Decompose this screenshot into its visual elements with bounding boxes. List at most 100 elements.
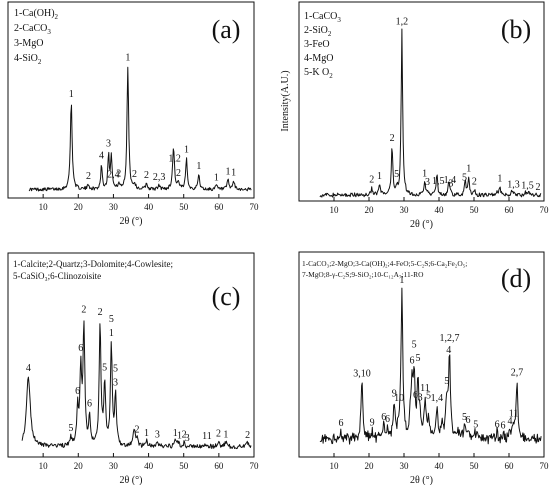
- peak-label: 6: [339, 418, 344, 429]
- legend-subscript: 2: [38, 58, 42, 66]
- peak-label: 6: [495, 419, 500, 430]
- x-tick-label: 10: [330, 205, 340, 215]
- legend-subscript: 2: [55, 13, 59, 21]
- peak-label: 6: [78, 343, 83, 354]
- peak-label: 3: [448, 179, 453, 190]
- legend-entry: 7-MgO;8-γ-C₂S;9-SiO₂;10-C₁₂A₇;11-RO: [302, 270, 424, 279]
- peak-label: 1: [184, 145, 189, 156]
- peak-label: 6: [501, 421, 506, 432]
- peak-label: 1: [399, 275, 404, 286]
- xrd-pattern-line: [319, 287, 542, 445]
- peak-label: 1: [231, 168, 236, 179]
- x-tick-label: 60: [214, 202, 224, 212]
- x-tick-label: 70: [250, 461, 260, 471]
- peak-label: 3: [425, 177, 430, 188]
- peak-label: 2: [86, 171, 91, 182]
- legend-entry: 5-CaSiO₃;6-Clinozoisite: [13, 271, 101, 281]
- peak-label: 1: [497, 173, 502, 184]
- peak-label: 3: [106, 138, 111, 149]
- legend-entry: 5-K O2: [304, 67, 333, 80]
- peak-label: 5: [473, 419, 478, 430]
- legend-subscript: 3: [337, 16, 341, 24]
- peak-label: 9: [370, 417, 375, 428]
- legend-entry: 4-SiO2: [14, 53, 42, 66]
- peak-label: 6: [87, 398, 92, 409]
- xrd-pattern-line: [21, 320, 252, 450]
- x-tick-label: 20: [365, 205, 375, 215]
- peak-label: 6: [75, 386, 80, 397]
- peak-label: 6: [410, 355, 415, 366]
- peak-label: 2: [132, 169, 137, 180]
- x-tick-label: 60: [214, 461, 224, 471]
- peak-label: 5: [412, 340, 417, 351]
- x-tick-label: 30: [109, 461, 119, 471]
- x-tick-label: 30: [109, 202, 119, 212]
- peak-label: 5: [102, 363, 107, 374]
- peak-label: 4: [99, 151, 104, 162]
- legend-entry: 4-MgO: [304, 53, 333, 64]
- panel-d-frame: [298, 251, 545, 458]
- x-tick-label: 20: [74, 461, 84, 471]
- peak-label: 1: [125, 53, 130, 64]
- legend-subscript: 3: [47, 28, 51, 36]
- peak-label: 1,5: [432, 176, 445, 187]
- peak-label: 2: [134, 425, 139, 436]
- legend-entry: 1-Calcite;2-Quartz;3-Dolomite;4-Cowlesit…: [13, 259, 173, 269]
- panel-d-letter: (d): [501, 264, 531, 293]
- peak-label: 1: [109, 328, 114, 339]
- legend-entry: 2-CaCO3: [14, 23, 51, 36]
- x-tick-label: 10: [330, 461, 340, 471]
- peak-label: 6: [381, 412, 386, 423]
- peak-label: 6: [385, 414, 390, 425]
- peak-label: 6: [466, 415, 471, 426]
- x-tick-label: 50: [179, 461, 189, 471]
- x-tick-label: 50: [179, 202, 189, 212]
- peak-label: 4: [446, 345, 451, 356]
- peak-label: 5: [416, 353, 421, 364]
- legend-entry: 3-MgO: [14, 38, 43, 49]
- panel-c-frame: [7, 252, 255, 458]
- peak-label: 1: [173, 428, 178, 439]
- x-tick-label: 70: [250, 202, 260, 212]
- peak-label: 2: [116, 168, 121, 179]
- peak-label: 5: [462, 412, 467, 423]
- legend-entry: 1-CaCO₃;2-MgO;3-Ca(OH)₂;4-FeO;5-C₂S;6-Ca…: [302, 259, 467, 268]
- peak-label: 2: [98, 307, 103, 318]
- peak-label: 2: [81, 304, 86, 315]
- peak-label: 1: [214, 172, 219, 183]
- peak-label: 1: [466, 163, 471, 174]
- peak-label: 11: [202, 431, 212, 442]
- peak-label: 11: [509, 409, 519, 420]
- x-tick-label: 50: [470, 461, 480, 471]
- x-tick-label: 60: [505, 461, 515, 471]
- x-axis-label: 2θ (°): [120, 475, 143, 485]
- peak-label: 2: [390, 133, 395, 144]
- x-tick-label: 20: [365, 461, 375, 471]
- x-tick-label: 30: [400, 205, 410, 215]
- peak-label: 1,3: [507, 179, 520, 190]
- peak-label: 2: [176, 168, 181, 179]
- peak-label: 5: [426, 390, 431, 401]
- peak-label: 2,3: [153, 172, 166, 183]
- peak-label: 2: [369, 175, 374, 186]
- peak-label: 1: [177, 431, 182, 442]
- peak-label: 2: [216, 428, 221, 439]
- peak-label: 3: [185, 433, 190, 444]
- peak-label: 3: [113, 378, 118, 389]
- legend-entry: 3-FeO: [304, 39, 330, 50]
- panel-b-ylabel: Intensity(A.U.): [280, 70, 291, 131]
- panel-a-letter: (a): [212, 15, 241, 44]
- panel-b-frame: [298, 1, 545, 202]
- x-tick-label: 70: [540, 461, 550, 471]
- peak-label: 1: [225, 167, 230, 178]
- panel-c-letter: (c): [212, 282, 241, 311]
- peak-label: 2: [245, 430, 250, 441]
- peak-label: 1,2,7: [440, 333, 460, 344]
- peak-label: 1,2: [396, 16, 409, 27]
- x-tick-label: 20: [74, 202, 84, 212]
- legend-entry: 1-CaCO3: [304, 11, 341, 24]
- xrd-pattern-line: [28, 66, 252, 192]
- peak-label: 2: [144, 170, 149, 181]
